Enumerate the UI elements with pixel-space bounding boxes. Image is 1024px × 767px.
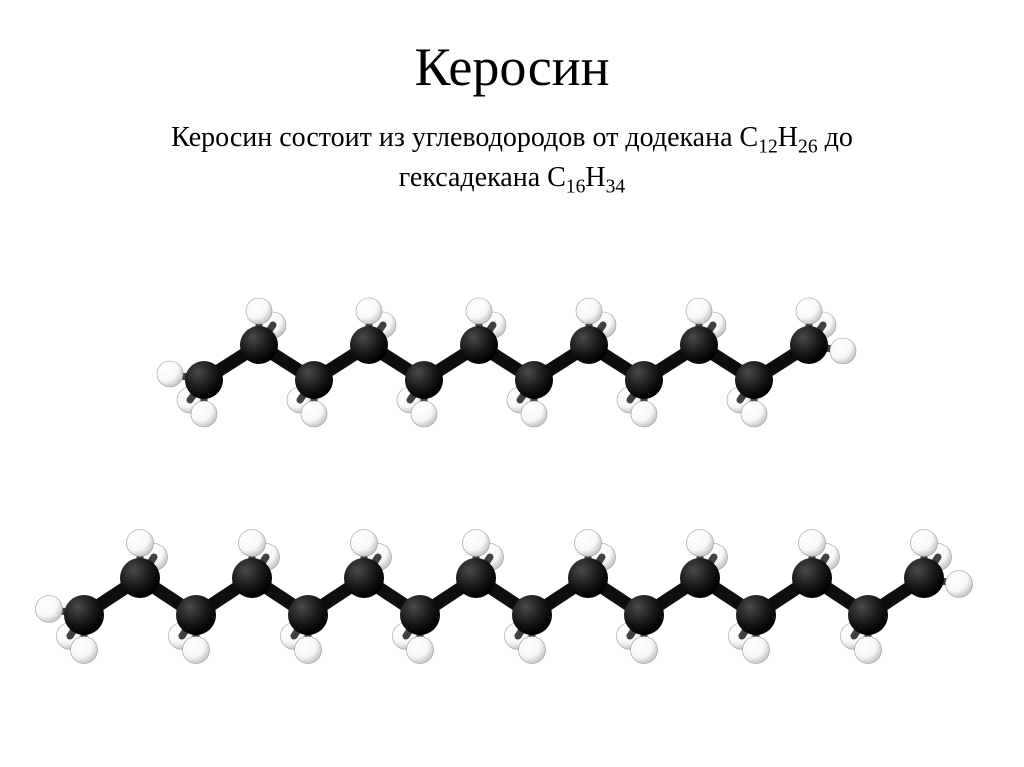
subtitle-sub-1: 12 [758, 137, 778, 158]
subtitle-sub-2: 26 [798, 137, 818, 158]
subtitle-text-3: до [818, 122, 853, 153]
slide: Керосин Керосин состоит из углеводородов… [0, 0, 1024, 767]
subtitle-text-4: гексадекана C [399, 162, 566, 193]
molecule-dodecane [0, 280, 1024, 450]
subtitle-sub-3: 16 [566, 177, 586, 198]
page-title: Керосин [0, 0, 1024, 98]
subtitle: Керосин состоит из углеводородов от доде… [0, 120, 1024, 200]
subtitle-text-2: H [778, 122, 798, 153]
subtitle-text-5: H [585, 162, 605, 193]
molecule-hexadecane [0, 510, 1024, 690]
subtitle-text-1: Керосин состоит из углеводородов от доде… [171, 122, 758, 153]
subtitle-sub-4: 34 [606, 177, 626, 198]
